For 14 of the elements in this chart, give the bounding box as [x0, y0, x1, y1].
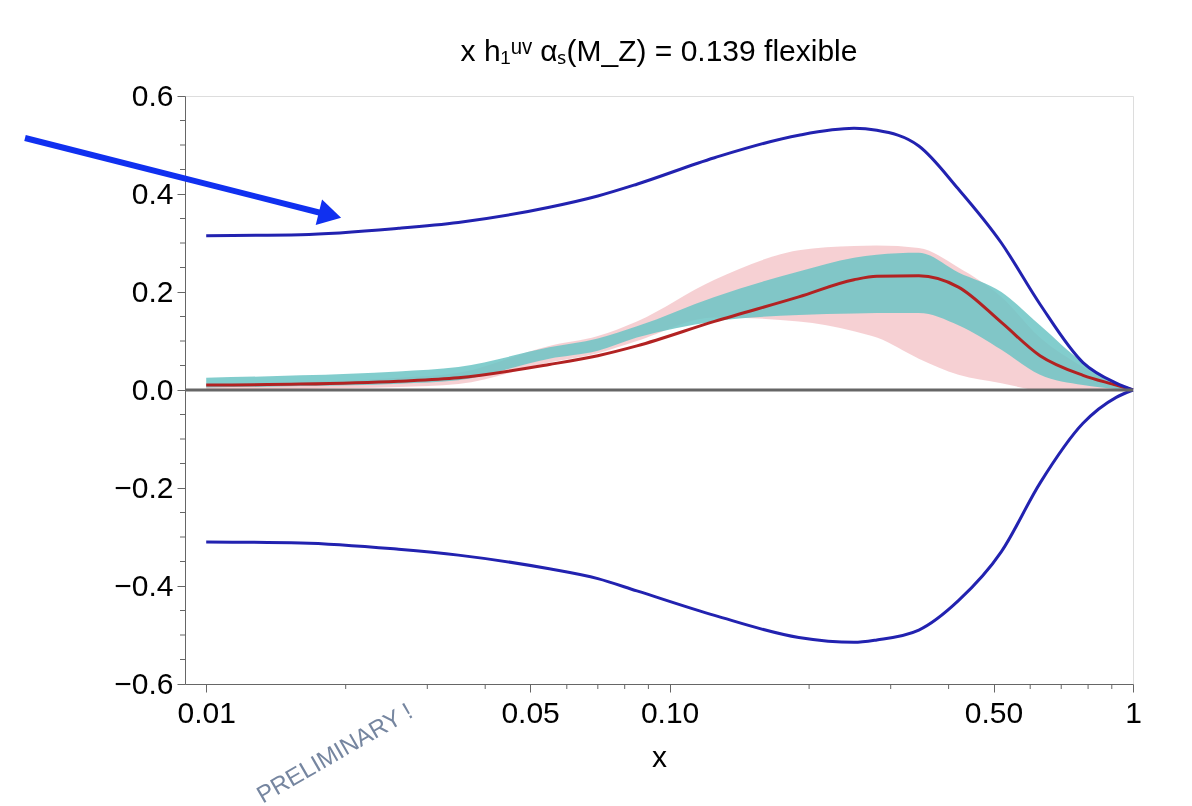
chart-title: x h₁ᵘᵛ αₛ(M_Z) = 0.139 flexible: [460, 34, 858, 67]
x-axis-title: x: [652, 739, 667, 773]
y-tick-label: 0.4: [131, 176, 174, 210]
x-tick-label: 0.05: [501, 695, 560, 729]
x-tick-label: 1: [1125, 695, 1142, 729]
x-tick-label: 0.01: [177, 695, 236, 729]
y-tick-label: −0.2: [114, 470, 174, 504]
y-tick-label: −0.4: [114, 568, 174, 602]
y-tick-label: 0.6: [131, 78, 174, 112]
y-tick-label: −0.6: [114, 666, 174, 700]
y-tick-label: 0.0: [131, 372, 174, 406]
y-tick-label: 0.2: [131, 274, 174, 308]
x-tick-label: 0.50: [964, 695, 1024, 729]
x-tick-label: 0.10: [640, 695, 700, 729]
